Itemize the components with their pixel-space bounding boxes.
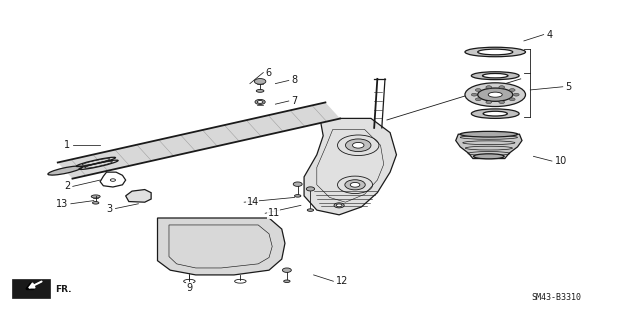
Text: 9: 9 <box>186 283 193 293</box>
Text: 3: 3 <box>107 204 113 213</box>
Ellipse shape <box>294 195 301 197</box>
Text: 12: 12 <box>336 276 348 286</box>
Ellipse shape <box>282 268 291 272</box>
Ellipse shape <box>92 195 100 198</box>
Ellipse shape <box>460 131 518 137</box>
Ellipse shape <box>483 73 508 78</box>
Text: 14: 14 <box>246 197 259 207</box>
Ellipse shape <box>307 187 315 191</box>
Text: 4: 4 <box>546 30 552 40</box>
Ellipse shape <box>254 78 266 84</box>
Ellipse shape <box>48 166 83 175</box>
Ellipse shape <box>509 98 515 101</box>
Ellipse shape <box>486 86 492 89</box>
Ellipse shape <box>255 100 265 105</box>
Ellipse shape <box>499 101 504 104</box>
Ellipse shape <box>257 100 263 103</box>
Text: 2: 2 <box>64 182 70 191</box>
Ellipse shape <box>474 154 504 159</box>
Ellipse shape <box>284 280 290 283</box>
Ellipse shape <box>336 204 342 207</box>
Ellipse shape <box>471 109 519 118</box>
Ellipse shape <box>471 72 519 80</box>
Ellipse shape <box>476 89 481 92</box>
Text: 6: 6 <box>266 68 272 78</box>
Text: 7: 7 <box>291 96 298 106</box>
Polygon shape <box>58 102 340 179</box>
Ellipse shape <box>350 182 360 187</box>
Ellipse shape <box>256 89 264 92</box>
Text: 5: 5 <box>565 82 572 92</box>
Ellipse shape <box>471 93 477 96</box>
Ellipse shape <box>307 209 314 211</box>
Ellipse shape <box>346 139 371 152</box>
Ellipse shape <box>353 142 364 148</box>
Polygon shape <box>456 134 522 159</box>
Text: 1: 1 <box>64 140 70 150</box>
Text: 8: 8 <box>291 76 298 85</box>
Polygon shape <box>157 218 285 275</box>
Ellipse shape <box>476 98 481 101</box>
Ellipse shape <box>513 93 519 96</box>
Text: FR.: FR. <box>55 285 72 294</box>
Polygon shape <box>125 189 151 202</box>
Ellipse shape <box>477 88 513 101</box>
Polygon shape <box>304 118 396 215</box>
Text: SM43-B3310: SM43-B3310 <box>531 293 581 302</box>
Ellipse shape <box>293 182 302 186</box>
Ellipse shape <box>486 101 492 104</box>
Ellipse shape <box>499 86 504 89</box>
Ellipse shape <box>488 92 502 97</box>
Text: 11: 11 <box>268 208 280 218</box>
Polygon shape <box>12 279 51 298</box>
Ellipse shape <box>477 49 513 55</box>
Ellipse shape <box>465 47 525 57</box>
Text: 13: 13 <box>56 199 68 209</box>
Ellipse shape <box>509 89 515 92</box>
Ellipse shape <box>93 202 99 204</box>
Ellipse shape <box>334 203 344 208</box>
Ellipse shape <box>483 111 508 116</box>
Ellipse shape <box>345 180 365 190</box>
Ellipse shape <box>465 83 525 107</box>
Text: 10: 10 <box>554 156 567 166</box>
